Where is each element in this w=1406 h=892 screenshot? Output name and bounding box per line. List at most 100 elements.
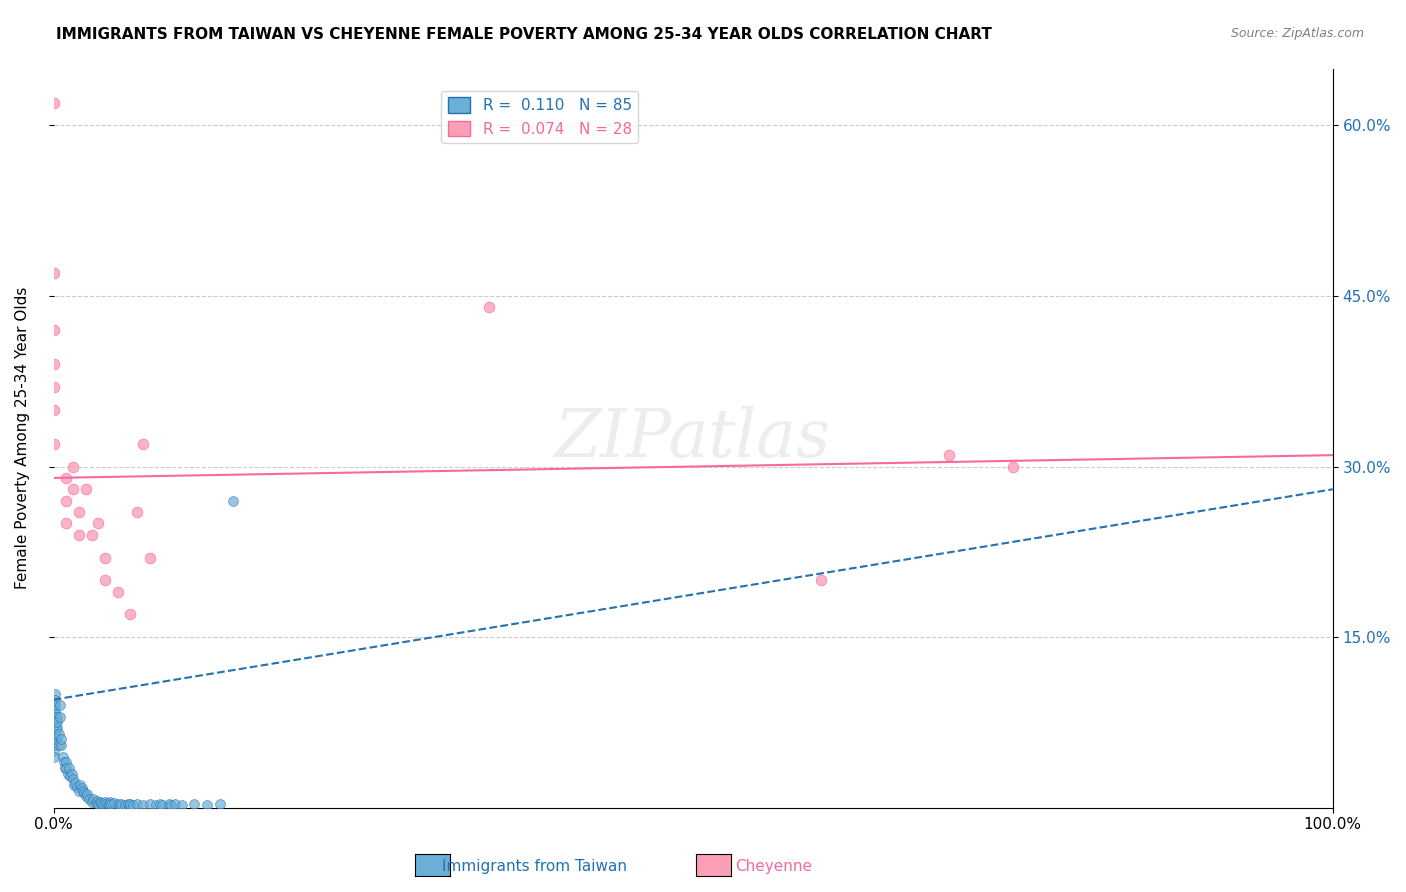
Point xyxy=(149,797,172,812)
Point xyxy=(59,769,82,783)
Point xyxy=(44,698,66,713)
Text: Source: ZipAtlas.com: Source: ZipAtlas.com xyxy=(1230,27,1364,40)
Point xyxy=(62,459,84,474)
Point xyxy=(97,797,120,812)
Point xyxy=(62,483,84,497)
Point xyxy=(42,266,65,280)
Point xyxy=(42,704,65,718)
Point xyxy=(120,797,142,812)
Point xyxy=(48,727,70,741)
Text: Cheyenne: Cheyenne xyxy=(735,859,811,874)
Point xyxy=(94,795,117,809)
Point xyxy=(45,727,67,741)
Point xyxy=(46,715,69,730)
Point xyxy=(42,95,65,110)
Text: Immigrants from Taiwan: Immigrants from Taiwan xyxy=(441,859,627,874)
Point xyxy=(94,550,117,565)
Point xyxy=(145,798,167,813)
Point xyxy=(72,783,94,797)
Point xyxy=(80,795,103,809)
Point xyxy=(42,721,65,735)
Point xyxy=(46,709,69,723)
Point xyxy=(65,775,87,789)
Point xyxy=(44,687,66,701)
Point xyxy=(55,755,77,769)
Point xyxy=(42,380,65,394)
Point xyxy=(120,607,142,622)
Point xyxy=(73,786,96,800)
Point xyxy=(55,471,77,485)
Point xyxy=(66,780,89,795)
Point xyxy=(87,797,110,812)
Point xyxy=(195,798,218,813)
Point xyxy=(108,798,131,813)
Point xyxy=(122,798,145,813)
Point xyxy=(67,783,90,797)
Point xyxy=(49,709,72,723)
Point xyxy=(117,797,139,812)
Text: IMMIGRANTS FROM TAIWAN VS CHEYENNE FEMALE POVERTY AMONG 25-34 YEAR OLDS CORRELAT: IMMIGRANTS FROM TAIWAN VS CHEYENNE FEMAL… xyxy=(56,27,993,42)
Point xyxy=(56,766,79,780)
Point xyxy=(51,732,73,747)
Point xyxy=(55,761,77,775)
Point xyxy=(46,721,69,735)
Point xyxy=(45,732,67,747)
Point xyxy=(79,791,101,805)
Point xyxy=(157,797,180,812)
Point xyxy=(58,761,80,775)
Point xyxy=(170,798,193,813)
Point xyxy=(103,796,125,810)
Point xyxy=(49,698,72,713)
Point xyxy=(222,493,245,508)
Point xyxy=(208,797,231,812)
Point xyxy=(120,798,142,813)
Point xyxy=(67,528,90,542)
Point xyxy=(44,709,66,723)
Point xyxy=(42,437,65,451)
Point xyxy=(150,798,173,813)
Point xyxy=(42,744,65,758)
Point xyxy=(44,704,66,718)
Point xyxy=(75,789,97,804)
Text: ZIPatlas: ZIPatlas xyxy=(555,406,831,471)
Point xyxy=(55,516,77,531)
Point xyxy=(42,323,65,337)
Point xyxy=(42,738,65,752)
Point xyxy=(138,550,160,565)
Point xyxy=(62,772,84,787)
Point xyxy=(138,797,160,812)
Point xyxy=(87,516,110,531)
Point xyxy=(810,573,832,587)
Point xyxy=(51,738,73,752)
Point xyxy=(183,797,205,812)
Point xyxy=(96,796,118,810)
Point xyxy=(1001,459,1024,474)
Point xyxy=(93,797,115,812)
Point xyxy=(55,493,77,508)
Point xyxy=(76,787,98,801)
Point xyxy=(42,709,65,723)
Point xyxy=(938,448,960,462)
Point xyxy=(107,584,129,599)
Point xyxy=(67,505,90,519)
Point xyxy=(63,778,86,792)
Point xyxy=(132,798,155,813)
Point xyxy=(75,483,97,497)
Point xyxy=(51,749,73,764)
Point xyxy=(42,402,65,417)
Point xyxy=(48,738,70,752)
Point xyxy=(100,797,122,812)
Point xyxy=(132,437,155,451)
Point xyxy=(477,301,499,315)
Point xyxy=(70,781,93,796)
Point xyxy=(42,749,65,764)
Point xyxy=(89,795,111,809)
Point xyxy=(42,698,65,713)
Point xyxy=(84,796,107,810)
Point xyxy=(165,797,187,812)
Point xyxy=(42,715,65,730)
Point xyxy=(69,778,91,792)
Y-axis label: Female Poverty Among 25-34 Year Olds: Female Poverty Among 25-34 Year Olds xyxy=(15,287,30,590)
Point xyxy=(107,797,129,812)
Point xyxy=(45,715,67,730)
